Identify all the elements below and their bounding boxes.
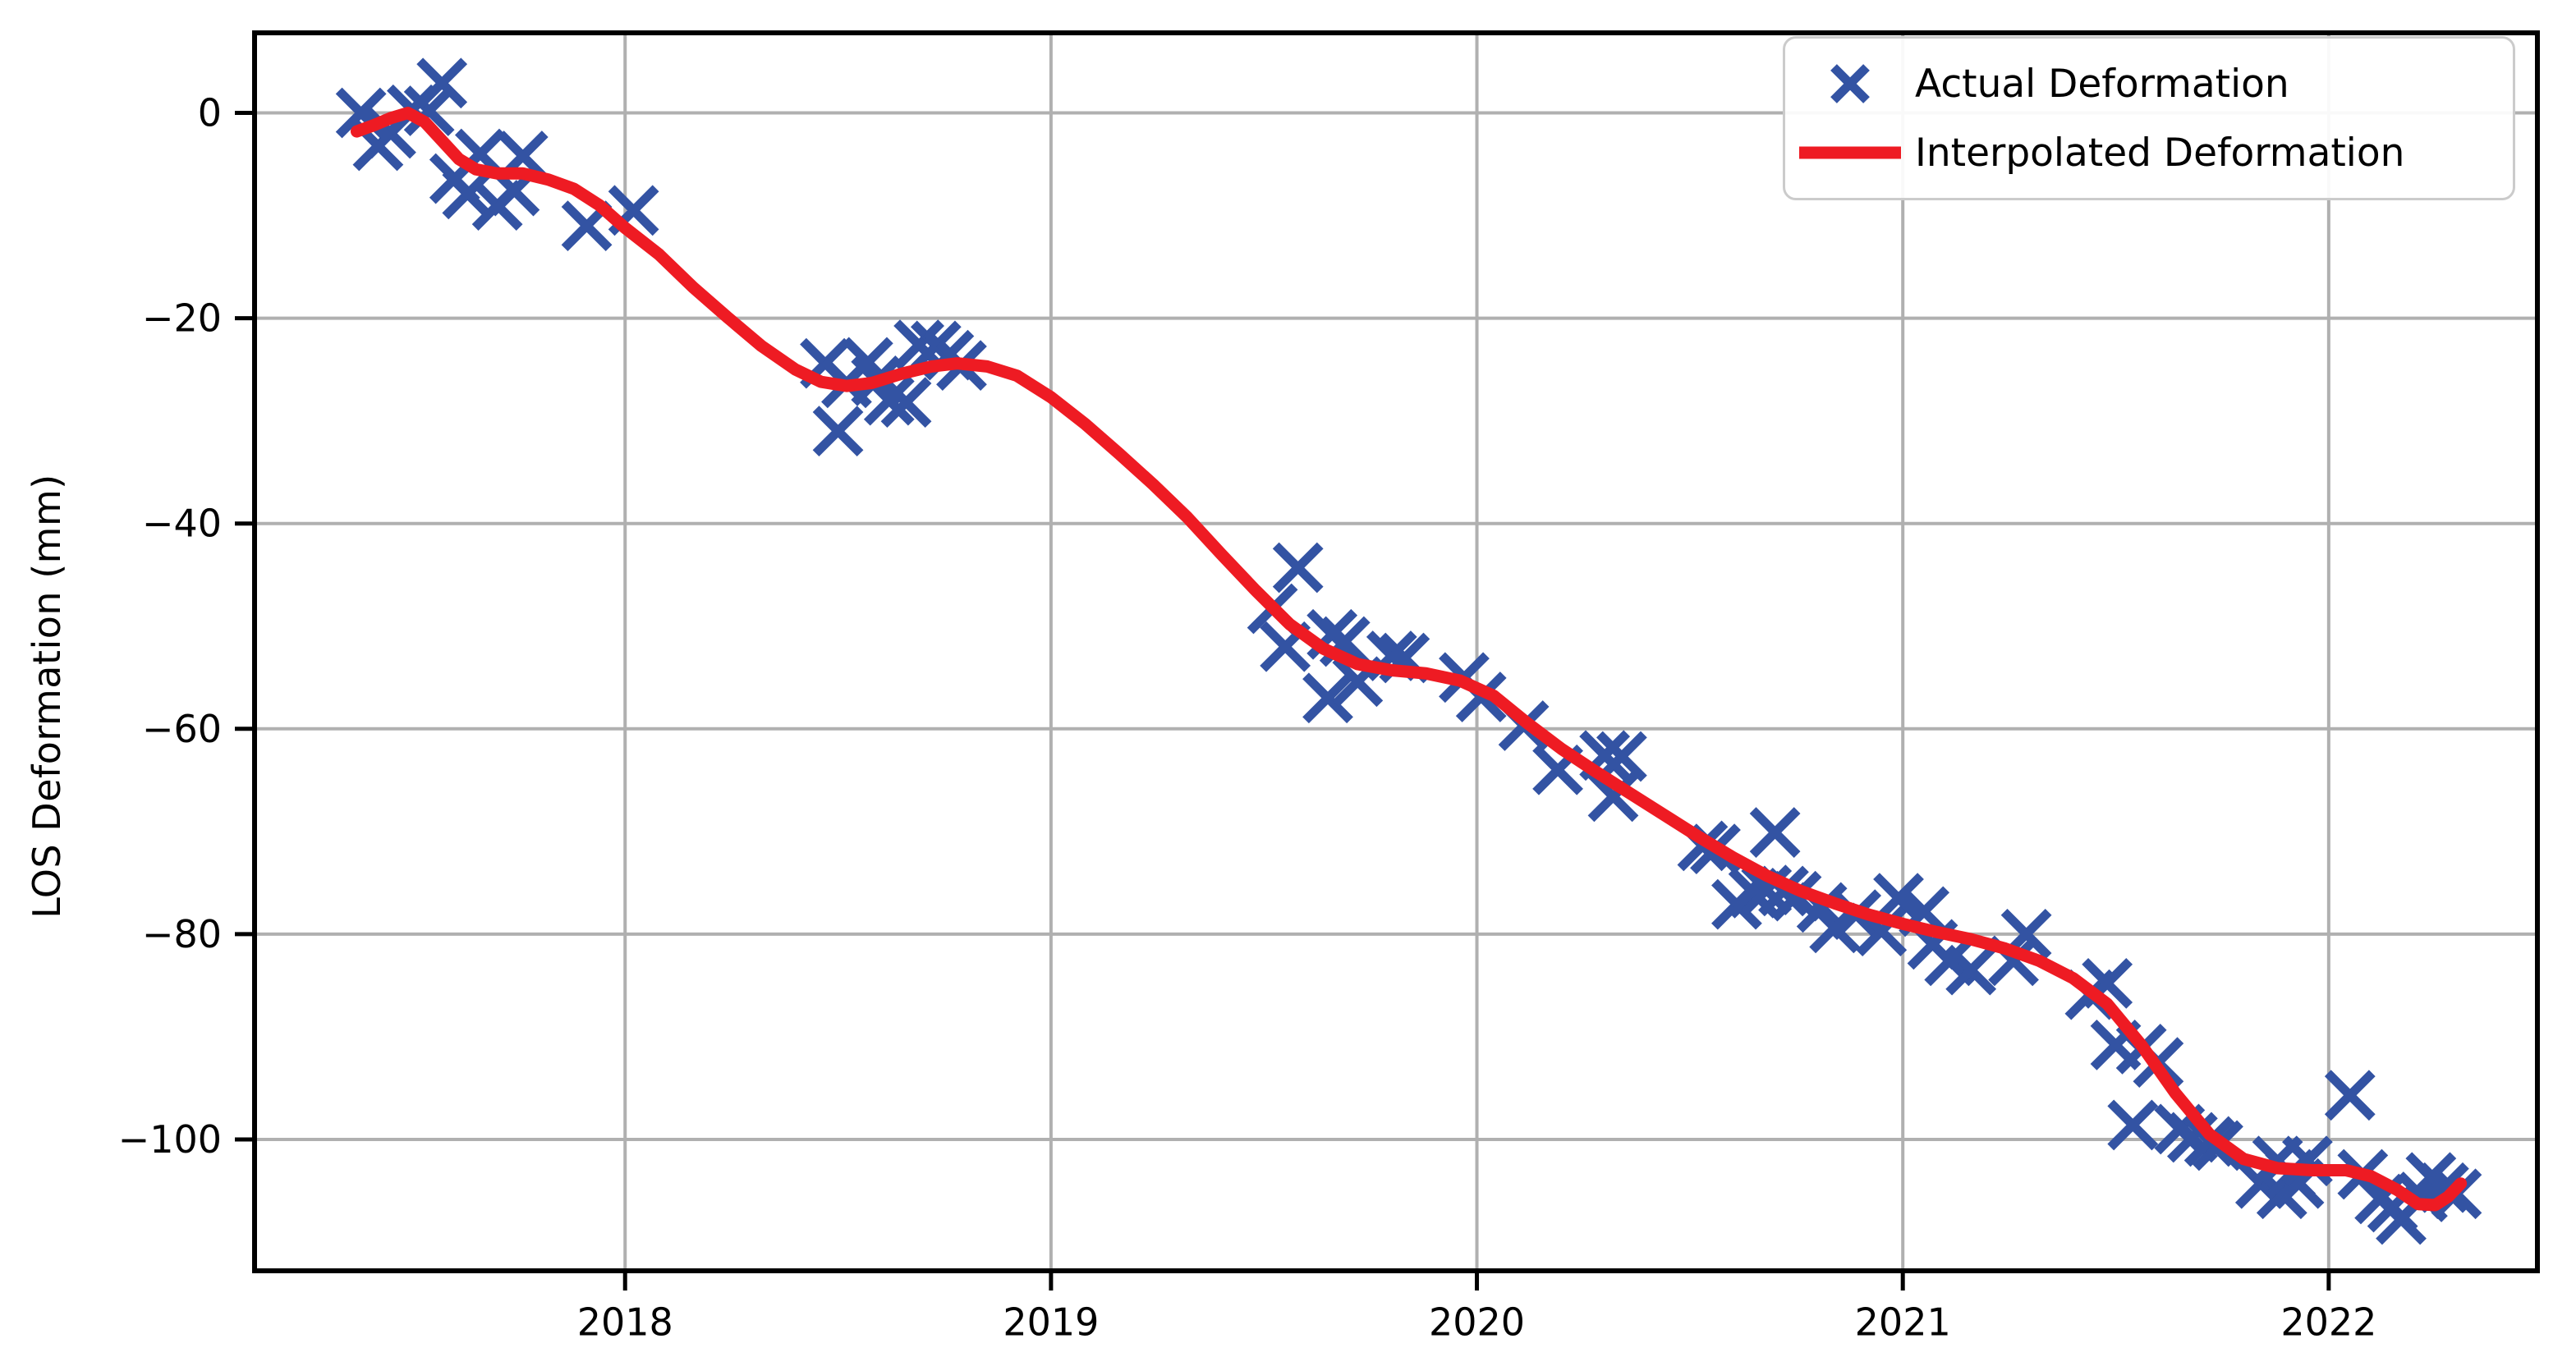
plot-border [252, 30, 2540, 1273]
x-tick-label: 2021 [1855, 1300, 1951, 1344]
x-tick-label: 2019 [1003, 1300, 1099, 1344]
y-tick-label: −60 [142, 707, 222, 751]
y-tick-label: −40 [142, 502, 222, 546]
actual-deformation-marker [2324, 1070, 2376, 1121]
x-tick-label: 2022 [2280, 1300, 2376, 1344]
actual-deformation-marker [403, 85, 455, 136]
actual-deformation-marker [416, 57, 468, 109]
y-axis-label: LOS Deformation (mm) [25, 474, 69, 919]
x-marker-icon [1785, 60, 1915, 108]
actual-deformation-marker [1587, 771, 1639, 823]
actual-deformation-marker [1596, 731, 1647, 782]
actual-deformation-marker [1272, 542, 1324, 594]
actual-deformation-marker [2107, 1099, 2159, 1151]
y-tick-label: 0 [198, 91, 222, 135]
actual-deformation-marker [893, 319, 944, 371]
actual-deformation-marker [1945, 944, 1997, 996]
y-tick-label: −20 [142, 296, 222, 341]
legend-item-interpolated: Interpolated Deformation [1785, 121, 2490, 185]
legend-item-label: Actual Deformation [1915, 61, 2289, 107]
legend: Actual Deformation Interpolated Deformat… [1783, 36, 2515, 200]
y-tick-label: −100 [118, 1117, 222, 1162]
actual-deformation-marker [442, 168, 494, 220]
legend-item-label: Interpolated Deformation [1915, 130, 2405, 176]
x-tick-label: 2018 [577, 1300, 673, 1344]
actual-deformation-marker [880, 377, 932, 429]
line-marker-icon [1785, 144, 1915, 161]
legend-item-actual: Actual Deformation [1785, 52, 2490, 116]
interpolated-deformation-line [350, 107, 2468, 1212]
y-tick-label: −80 [142, 912, 222, 956]
actual-deformation-marker [1302, 672, 1353, 724]
actual-deformation-marker [812, 406, 864, 457]
x-tick-label: 2020 [1429, 1300, 1525, 1344]
actual-deformation-marker [1749, 807, 1801, 858]
